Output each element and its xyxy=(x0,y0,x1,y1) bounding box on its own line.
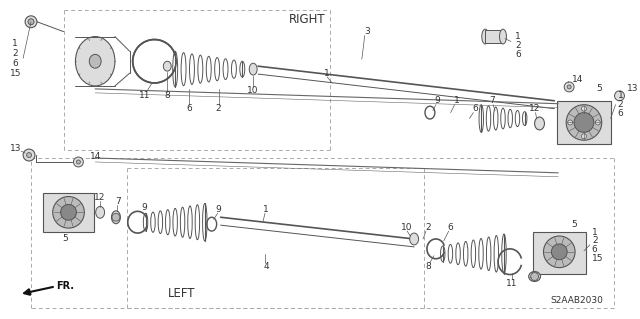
Ellipse shape xyxy=(89,54,101,68)
Text: 9: 9 xyxy=(141,203,147,212)
Text: 9: 9 xyxy=(434,96,440,105)
Circle shape xyxy=(76,160,81,164)
Text: 14: 14 xyxy=(572,75,584,84)
Text: 2: 2 xyxy=(12,49,18,58)
Circle shape xyxy=(543,236,575,268)
Text: 5: 5 xyxy=(572,220,577,229)
Bar xyxy=(532,232,586,274)
Circle shape xyxy=(582,134,586,139)
Ellipse shape xyxy=(96,206,104,218)
Circle shape xyxy=(567,85,571,89)
Circle shape xyxy=(27,152,31,158)
Text: 6: 6 xyxy=(186,104,192,113)
Text: 5: 5 xyxy=(596,85,602,93)
Circle shape xyxy=(582,106,586,111)
Text: 14: 14 xyxy=(90,152,102,160)
Text: 9: 9 xyxy=(216,205,221,214)
Circle shape xyxy=(23,149,35,161)
Text: 6: 6 xyxy=(515,50,521,59)
Circle shape xyxy=(566,105,602,140)
Text: 6: 6 xyxy=(592,245,598,254)
Text: 1: 1 xyxy=(592,227,598,237)
Circle shape xyxy=(552,244,567,260)
Text: 3: 3 xyxy=(364,27,370,36)
Text: 15: 15 xyxy=(592,254,604,263)
Text: 2: 2 xyxy=(515,41,520,50)
Text: 1: 1 xyxy=(515,32,521,41)
Circle shape xyxy=(112,213,120,221)
Ellipse shape xyxy=(76,37,115,86)
Text: 2: 2 xyxy=(618,100,623,109)
Circle shape xyxy=(52,197,84,228)
Text: RIGHT: RIGHT xyxy=(289,13,326,26)
Text: 13: 13 xyxy=(10,144,21,153)
Text: 10: 10 xyxy=(248,86,259,95)
Text: 12: 12 xyxy=(95,193,106,202)
Circle shape xyxy=(28,19,34,25)
Text: 15: 15 xyxy=(10,69,21,78)
Circle shape xyxy=(614,91,625,101)
Text: 1: 1 xyxy=(618,91,623,100)
Text: 6: 6 xyxy=(12,59,18,68)
Circle shape xyxy=(25,16,37,28)
Circle shape xyxy=(531,272,538,280)
Text: 6: 6 xyxy=(448,223,454,232)
Text: FR.: FR. xyxy=(56,281,75,291)
Ellipse shape xyxy=(111,211,120,224)
Ellipse shape xyxy=(249,63,257,75)
Text: 2: 2 xyxy=(592,236,598,245)
Text: 10: 10 xyxy=(401,223,412,232)
Circle shape xyxy=(574,113,594,132)
Circle shape xyxy=(61,204,76,220)
Ellipse shape xyxy=(500,29,506,44)
Text: 1: 1 xyxy=(454,96,460,105)
Text: 12: 12 xyxy=(529,104,540,113)
Text: 6: 6 xyxy=(618,109,623,118)
Text: 1: 1 xyxy=(263,205,269,214)
Ellipse shape xyxy=(529,271,541,281)
Text: 13: 13 xyxy=(627,85,639,93)
Ellipse shape xyxy=(534,117,545,130)
Text: 8: 8 xyxy=(425,262,431,271)
Text: 5: 5 xyxy=(63,234,68,243)
Text: LEFT: LEFT xyxy=(168,287,196,300)
Text: 1: 1 xyxy=(324,69,330,78)
Text: 2: 2 xyxy=(425,223,431,232)
Text: 11: 11 xyxy=(139,91,150,100)
Ellipse shape xyxy=(482,29,489,44)
Bar xyxy=(557,101,611,144)
Bar xyxy=(43,193,94,232)
Text: 7: 7 xyxy=(115,197,121,206)
Text: 11: 11 xyxy=(506,279,518,288)
Ellipse shape xyxy=(410,233,419,245)
Text: 4: 4 xyxy=(263,262,269,271)
Bar xyxy=(485,30,503,43)
Text: 8: 8 xyxy=(164,91,170,100)
Circle shape xyxy=(564,82,574,92)
Circle shape xyxy=(595,120,600,125)
Text: 1: 1 xyxy=(12,39,18,48)
Ellipse shape xyxy=(163,61,172,71)
Text: 2: 2 xyxy=(216,104,221,113)
Text: 6: 6 xyxy=(472,104,478,113)
Text: 7: 7 xyxy=(489,96,495,105)
Text: S2AAB2030: S2AAB2030 xyxy=(550,296,604,305)
Circle shape xyxy=(568,120,573,125)
Circle shape xyxy=(74,157,83,167)
